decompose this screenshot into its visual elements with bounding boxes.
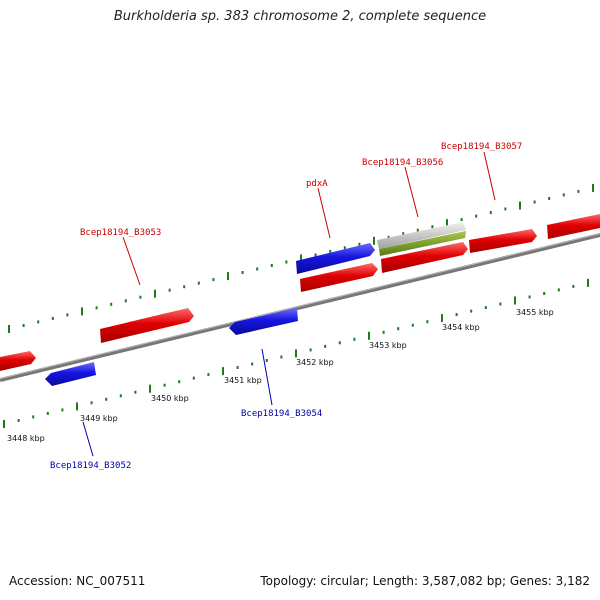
leader-b3056 [404,166,419,218]
chromosome-backbone-highlight [0,233,600,380]
gene-left-edge[interactable] [0,351,36,371]
scale-label: 3453 kbp [369,341,407,350]
label-bcep18194-b3056[interactable]: Bcep18194_B3056 [362,158,443,168]
chromosome-backbone [0,233,600,382]
scale-label: 3452 kbp [296,358,334,367]
label-bcep18194-b3053[interactable]: Bcep18194_B3053 [80,228,161,238]
accession-text: Accession: NC_007511 [9,574,146,588]
scale-label: 3451 kbp [224,376,262,385]
gene-bcep18194-b3057[interactable] [469,229,537,253]
leader-b3053 [122,236,141,286]
label-bcep18194-b3057[interactable]: Bcep18194_B3057 [441,142,522,152]
rna-feature[interactable] [377,222,466,249]
leader-pdxA [317,187,331,239]
map-title: Burkholderia sp. 383 chromosome 2, compl… [113,9,487,24]
scale-label: 3454 kbp [442,323,480,332]
gene-bcep18194-b3052[interactable] [45,362,96,386]
gene-bcep18194-b3054[interactable] [229,308,298,335]
genome-summary-text: Topology: circular; Length: 3,587,082 bp… [260,574,590,588]
scale-label: 3449 kbp [80,414,118,423]
leader-b3057 [483,151,496,201]
lower-tick-track [3,278,589,428]
scale-label: 3450 kbp [151,394,189,403]
leader-b3054 [261,348,273,406]
scale-label: 3448 kbp [7,434,45,443]
leader-b3052 [82,421,94,457]
gene-bcep18194-b3053[interactable] [100,308,194,343]
label-bcep18194-b3052[interactable]: Bcep18194_B3052 [50,461,131,471]
upper-tick-track [8,183,594,333]
scale-labels: 3448 kbp 3449 kbp 3450 kbp 3451 kbp 3452… [7,308,554,443]
misc-feature[interactable] [379,231,466,256]
label-pdxA[interactable]: pdxA [306,179,328,189]
scale-label: 3455 kbp [516,308,554,317]
gene-pdxA[interactable] [296,243,375,274]
gene-unlabeled-red-1[interactable] [300,263,378,292]
gene-bcep18194-b3056[interactable] [381,242,468,273]
gene-right-edge[interactable] [547,214,600,239]
label-bcep18194-b3054[interactable]: Bcep18194_B3054 [241,409,322,419]
